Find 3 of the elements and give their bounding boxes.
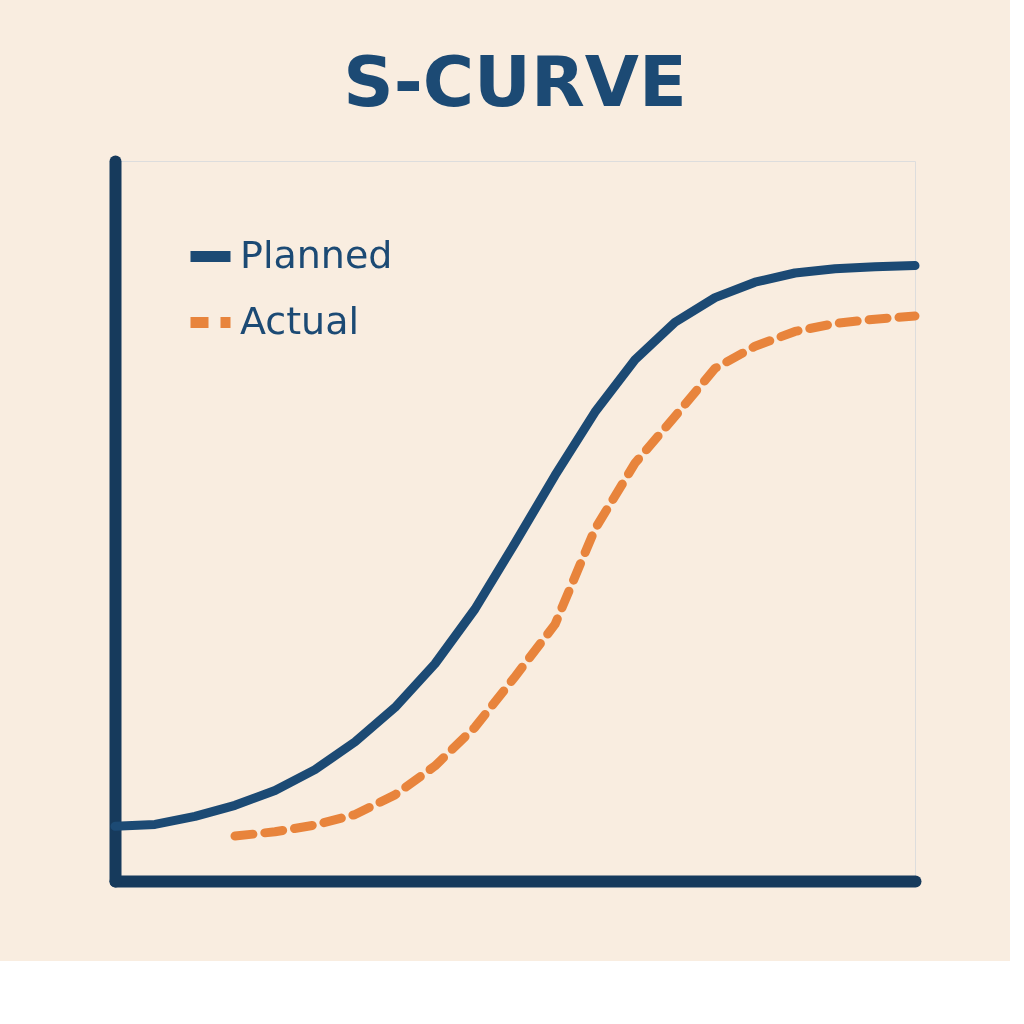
legend-label: Planned: [240, 232, 393, 277]
chart-title: S-CURVE: [343, 41, 687, 123]
legend-label: Actual: [240, 298, 360, 343]
